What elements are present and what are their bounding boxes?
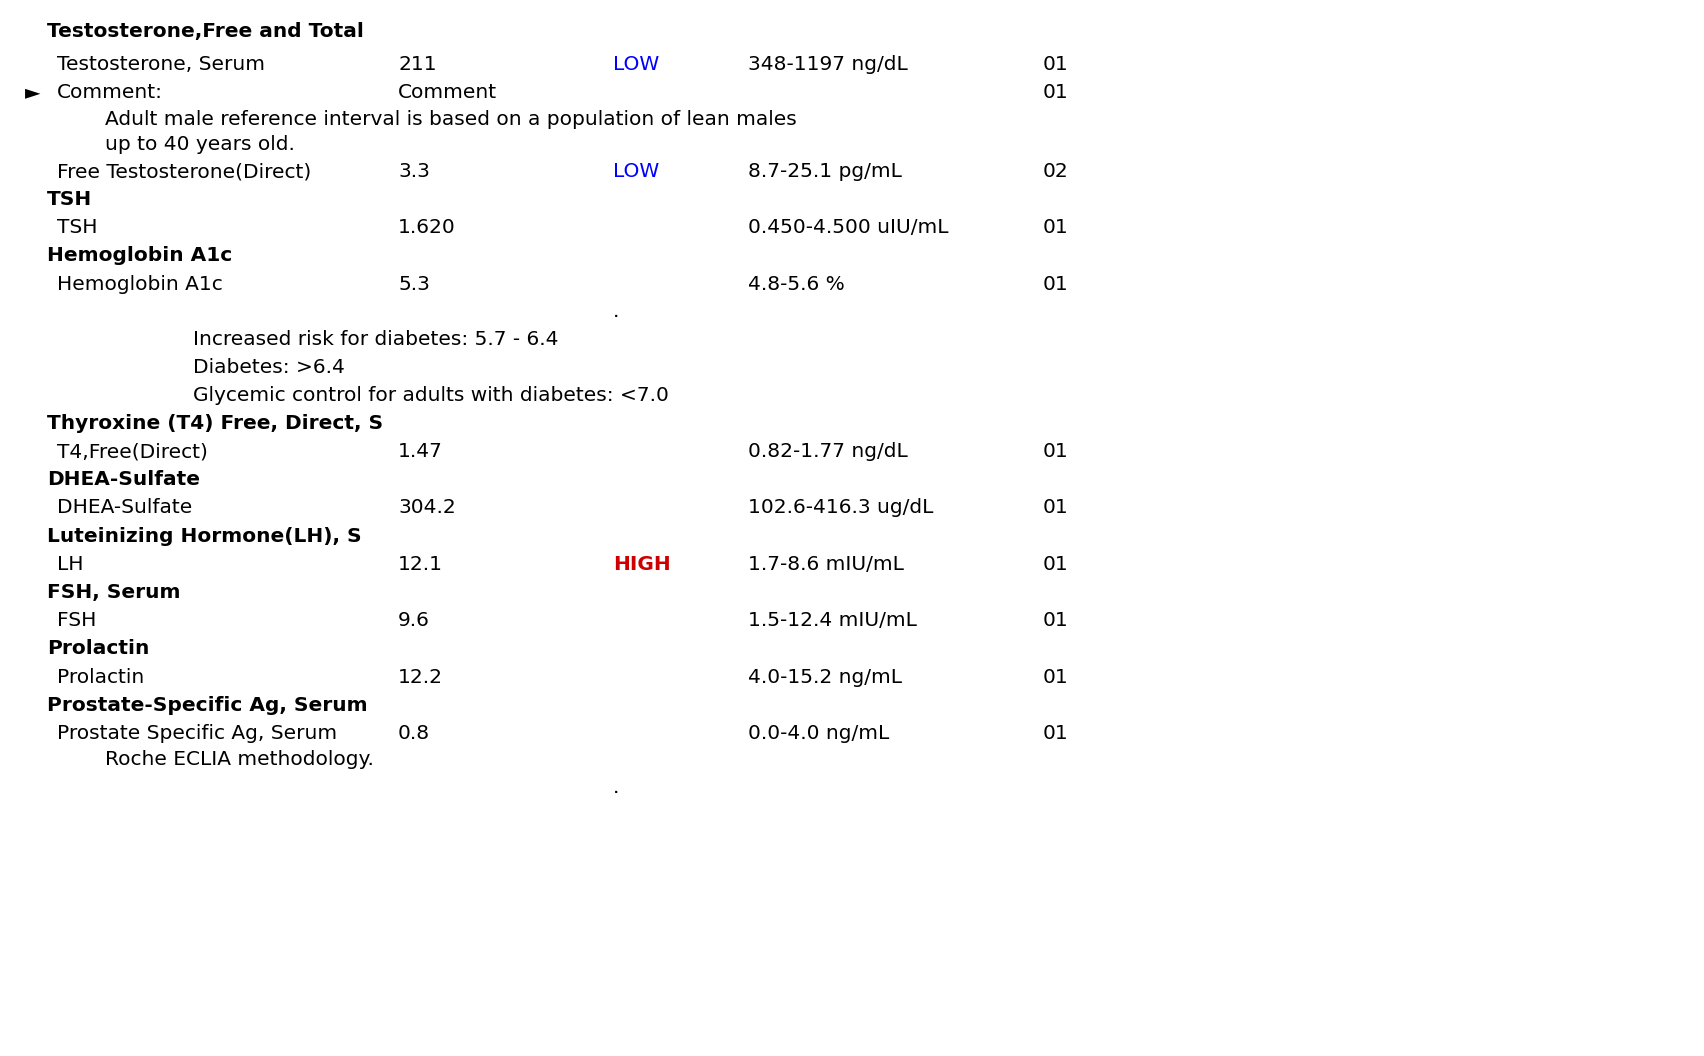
Text: 0.0-4.0 ng/mL: 0.0-4.0 ng/mL xyxy=(748,724,889,743)
Text: 01: 01 xyxy=(1043,498,1068,517)
Text: Increased risk for diabetes: 5.7 - 6.4: Increased risk for diabetes: 5.7 - 6.4 xyxy=(193,329,559,348)
Text: FSH: FSH xyxy=(56,611,97,630)
Text: T4,Free(Direct): T4,Free(Direct) xyxy=(56,442,208,461)
Text: Testosterone, Serum: Testosterone, Serum xyxy=(56,55,266,74)
Text: 01: 01 xyxy=(1043,668,1068,687)
Text: Testosterone,Free and Total: Testosterone,Free and Total xyxy=(48,22,365,41)
Text: 0.82-1.77 ng/dL: 0.82-1.77 ng/dL xyxy=(748,442,908,461)
Text: Adult male reference interval is based on a population of lean males: Adult male reference interval is based o… xyxy=(106,110,797,129)
Text: ►: ► xyxy=(26,83,41,102)
Text: 01: 01 xyxy=(1043,83,1068,102)
Text: Prolactin: Prolactin xyxy=(56,668,145,687)
Text: 102.6-416.3 ug/dL: 102.6-416.3 ug/dL xyxy=(748,498,934,517)
Text: 348-1197 ng/dL: 348-1197 ng/dL xyxy=(748,55,908,74)
Text: 3.3: 3.3 xyxy=(399,162,429,181)
Text: 1.5-12.4 mIU/mL: 1.5-12.4 mIU/mL xyxy=(748,611,917,630)
Text: TSH: TSH xyxy=(56,218,97,237)
Text: 01: 01 xyxy=(1043,55,1068,74)
Text: 8.7-25.1 pg/mL: 8.7-25.1 pg/mL xyxy=(748,162,901,181)
Text: 1.7-8.6 mIU/mL: 1.7-8.6 mIU/mL xyxy=(748,555,903,574)
Text: 4.8-5.6 %: 4.8-5.6 % xyxy=(748,275,845,294)
Text: Hemoglobin A1c: Hemoglobin A1c xyxy=(48,246,232,265)
Text: 9.6: 9.6 xyxy=(399,611,429,630)
Text: 01: 01 xyxy=(1043,611,1068,630)
Text: 304.2: 304.2 xyxy=(399,498,455,517)
Text: 01: 01 xyxy=(1043,555,1068,574)
Text: FSH, Serum: FSH, Serum xyxy=(48,583,181,602)
Text: Comment: Comment xyxy=(399,83,498,102)
Text: DHEA-Sulfate: DHEA-Sulfate xyxy=(56,498,193,517)
Text: 12.2: 12.2 xyxy=(399,668,443,687)
Text: 01: 01 xyxy=(1043,442,1068,461)
Text: Thyroxine (T4) Free, Direct, S: Thyroxine (T4) Free, Direct, S xyxy=(48,414,383,433)
Text: 1.620: 1.620 xyxy=(399,218,455,237)
Text: 02: 02 xyxy=(1043,162,1068,181)
Text: LOW: LOW xyxy=(613,162,659,181)
Text: HIGH: HIGH xyxy=(613,555,671,574)
Text: 01: 01 xyxy=(1043,218,1068,237)
Text: Free Testosterone(Direct): Free Testosterone(Direct) xyxy=(56,162,312,181)
Text: 0.8: 0.8 xyxy=(399,724,429,743)
Text: LOW: LOW xyxy=(613,55,659,74)
Text: 01: 01 xyxy=(1043,275,1068,294)
Text: Luteinizing Hormone(LH), S: Luteinizing Hormone(LH), S xyxy=(48,527,361,546)
Text: TSH: TSH xyxy=(48,190,92,209)
Text: Hemoglobin A1c: Hemoglobin A1c xyxy=(56,275,223,294)
Text: LH: LH xyxy=(56,555,83,574)
Text: Diabetes: >6.4: Diabetes: >6.4 xyxy=(193,358,344,377)
Text: .: . xyxy=(613,778,619,797)
Text: DHEA-Sulfate: DHEA-Sulfate xyxy=(48,470,199,489)
Text: Prostate-Specific Ag, Serum: Prostate-Specific Ag, Serum xyxy=(48,696,368,715)
Text: Roche ECLIA methodology.: Roche ECLIA methodology. xyxy=(106,750,373,769)
Text: 1.47: 1.47 xyxy=(399,442,443,461)
Text: Glycemic control for adults with diabetes: <7.0: Glycemic control for adults with diabete… xyxy=(193,386,670,406)
Text: 01: 01 xyxy=(1043,724,1068,743)
Text: 4.0-15.2 ng/mL: 4.0-15.2 ng/mL xyxy=(748,668,901,687)
Text: 5.3: 5.3 xyxy=(399,275,429,294)
Text: up to 40 years old.: up to 40 years old. xyxy=(106,135,295,154)
Text: .: . xyxy=(613,302,619,321)
Text: Comment:: Comment: xyxy=(56,83,164,102)
Text: Prostate Specific Ag, Serum: Prostate Specific Ag, Serum xyxy=(56,724,337,743)
Text: 211: 211 xyxy=(399,55,436,74)
Text: 0.450-4.500 uIU/mL: 0.450-4.500 uIU/mL xyxy=(748,218,949,237)
Text: Prolactin: Prolactin xyxy=(48,639,150,658)
Text: 12.1: 12.1 xyxy=(399,555,443,574)
